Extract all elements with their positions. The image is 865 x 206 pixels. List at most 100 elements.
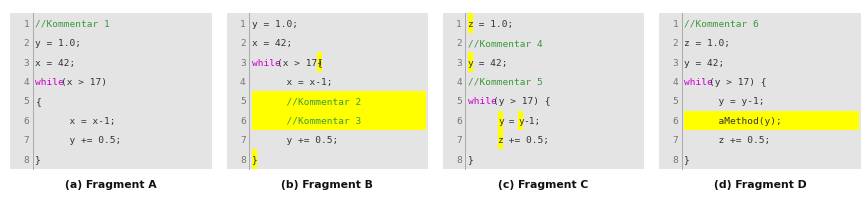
Text: {: {	[317, 58, 323, 67]
FancyBboxPatch shape	[252, 150, 257, 169]
FancyBboxPatch shape	[468, 14, 473, 34]
Text: }: }	[252, 155, 258, 164]
Text: //Kommentar 5: //Kommentar 5	[468, 77, 542, 87]
FancyBboxPatch shape	[443, 111, 644, 130]
Text: 2: 2	[23, 39, 29, 48]
FancyBboxPatch shape	[227, 14, 428, 34]
Text: 8: 8	[456, 155, 462, 164]
Text: =: =	[503, 116, 521, 125]
Text: 4: 4	[672, 77, 678, 87]
Text: 4: 4	[23, 77, 29, 87]
FancyBboxPatch shape	[10, 72, 212, 92]
Text: 6: 6	[456, 116, 462, 125]
FancyBboxPatch shape	[227, 111, 428, 130]
FancyBboxPatch shape	[10, 130, 212, 150]
FancyBboxPatch shape	[443, 34, 644, 53]
Text: z: z	[468, 20, 474, 29]
FancyBboxPatch shape	[252, 92, 426, 111]
Text: while: while	[684, 77, 713, 87]
FancyBboxPatch shape	[659, 130, 861, 150]
Text: x = 42;: x = 42;	[252, 39, 292, 48]
FancyBboxPatch shape	[659, 34, 861, 53]
Text: = 42;: = 42;	[473, 58, 508, 67]
FancyBboxPatch shape	[659, 72, 861, 92]
Text: 6: 6	[240, 116, 246, 125]
FancyBboxPatch shape	[10, 92, 212, 111]
Text: (b) Fragment B: (b) Fragment B	[281, 179, 374, 189]
Text: (x > 17): (x > 17)	[277, 58, 323, 67]
Text: 3: 3	[240, 58, 246, 67]
Text: }: }	[684, 155, 690, 164]
FancyBboxPatch shape	[659, 111, 861, 130]
Text: while: while	[252, 58, 280, 67]
Text: = 1.0;: = 1.0;	[473, 20, 513, 29]
FancyBboxPatch shape	[443, 130, 644, 150]
Text: 2: 2	[456, 39, 462, 48]
FancyBboxPatch shape	[227, 92, 428, 111]
FancyBboxPatch shape	[443, 150, 644, 169]
Text: 7: 7	[456, 136, 462, 144]
FancyBboxPatch shape	[443, 53, 644, 72]
Text: //Kommentar 3: //Kommentar 3	[252, 116, 361, 125]
Text: z += 0.5;: z += 0.5;	[684, 136, 771, 144]
Text: 2: 2	[240, 39, 246, 48]
FancyBboxPatch shape	[10, 150, 212, 169]
FancyBboxPatch shape	[684, 111, 859, 130]
Text: }: }	[35, 155, 42, 164]
Text: 4: 4	[240, 77, 246, 87]
Text: y += 0.5;: y += 0.5;	[35, 136, 122, 144]
Text: 1: 1	[672, 20, 678, 29]
Text: y = 1.0;: y = 1.0;	[252, 20, 298, 29]
Text: (c) Fragment C: (c) Fragment C	[498, 179, 589, 189]
Text: -1;: -1;	[523, 116, 541, 125]
Text: (a) Fragment A: (a) Fragment A	[66, 179, 157, 189]
Text: }: }	[468, 155, 474, 164]
FancyBboxPatch shape	[659, 150, 861, 169]
Text: x = x-1;: x = x-1;	[35, 116, 116, 125]
FancyBboxPatch shape	[227, 130, 428, 150]
Text: 3: 3	[456, 58, 462, 67]
Text: y: y	[518, 116, 524, 125]
Text: 2: 2	[672, 39, 678, 48]
FancyBboxPatch shape	[468, 53, 473, 72]
Text: while: while	[35, 77, 64, 87]
Text: y = 42;: y = 42;	[684, 58, 725, 67]
Text: (x > 17): (x > 17)	[61, 77, 106, 87]
FancyBboxPatch shape	[659, 53, 861, 72]
Text: while: while	[468, 97, 497, 106]
FancyBboxPatch shape	[498, 111, 503, 130]
FancyBboxPatch shape	[227, 14, 428, 169]
Text: 6: 6	[23, 116, 29, 125]
Text: //Kommentar 6: //Kommentar 6	[684, 20, 759, 29]
Text: y = 1.0;: y = 1.0;	[35, 39, 81, 48]
Text: 1: 1	[240, 20, 246, 29]
Text: 7: 7	[240, 136, 246, 144]
Text: (y > 17) {: (y > 17) {	[493, 97, 550, 106]
Text: 3: 3	[23, 58, 29, 67]
FancyBboxPatch shape	[659, 92, 861, 111]
Text: (y > 17) {: (y > 17) {	[709, 77, 766, 87]
Text: (d) Fragment D: (d) Fragment D	[714, 179, 806, 189]
FancyBboxPatch shape	[227, 150, 428, 169]
Text: y += 0.5;: y += 0.5;	[252, 136, 338, 144]
FancyBboxPatch shape	[659, 14, 861, 34]
Text: 5: 5	[672, 97, 678, 106]
FancyBboxPatch shape	[443, 14, 644, 34]
Text: 3: 3	[672, 58, 678, 67]
Text: aMethod(y);: aMethod(y);	[684, 116, 782, 125]
Text: //Kommentar 1: //Kommentar 1	[35, 20, 110, 29]
Text: += 0.5;: += 0.5;	[503, 136, 549, 144]
FancyBboxPatch shape	[518, 111, 523, 130]
Text: 8: 8	[23, 155, 29, 164]
Text: z: z	[498, 136, 503, 144]
FancyBboxPatch shape	[659, 14, 861, 169]
FancyBboxPatch shape	[10, 53, 212, 72]
Text: 5: 5	[240, 97, 246, 106]
FancyBboxPatch shape	[10, 111, 212, 130]
Text: 6: 6	[672, 116, 678, 125]
Text: //Kommentar 2: //Kommentar 2	[252, 97, 361, 106]
Text: y: y	[468, 58, 474, 67]
FancyBboxPatch shape	[443, 72, 644, 92]
FancyBboxPatch shape	[10, 14, 212, 169]
Text: //Kommentar 4: //Kommentar 4	[468, 39, 542, 48]
